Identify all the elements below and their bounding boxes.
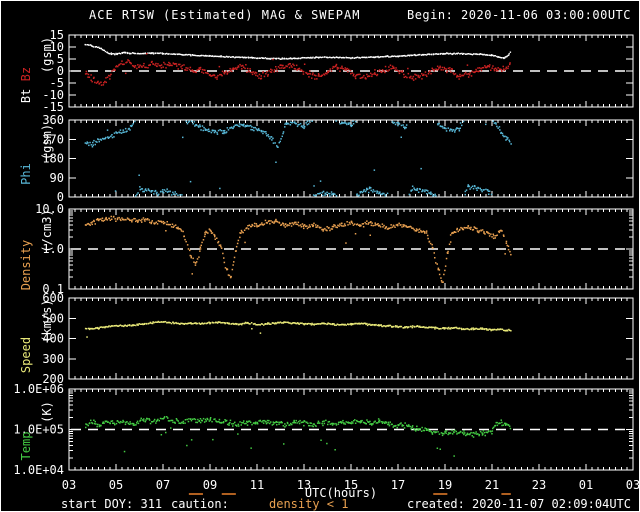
ylabel-phi-unit: (gsm) [40,123,54,160]
footer-created-timestamp: created: 2020-11-07 02:09:04UTC [407,497,631,511]
ylabel-speed-unit: (km/s) [40,298,54,343]
xtick-label: 09 [203,478,217,492]
ytick-label-bt_bz: -10 [42,88,64,102]
ylabel-density: Density [19,240,33,291]
xtick-label: 05 [109,478,123,492]
ytick-label-speed: 600 [42,291,64,305]
ylabel-temp: Temp [19,431,33,460]
ytick-label-density: 10.0 [35,202,64,216]
ylabel-part: Temp [19,431,33,461]
ytick-label-speed: 500 [42,311,64,325]
ytick-label-phi: 270 [42,132,64,146]
ytick-label-speed: 400 [42,332,64,346]
ytick-label-phi: 90 [50,171,64,185]
xtick-label: 17 [391,478,405,492]
ytick-label-phi: 0 [57,190,64,204]
ytick-label-bt_bz: 15 [50,28,64,42]
xtick-label: 01 [579,478,593,492]
ylabel-part: Speed [19,336,33,373]
ylabel-part: Bz [19,67,33,82]
xtick-label: 13 [297,478,311,492]
footer-caution-label: caution: [171,497,229,511]
plot-title: ACE RTSW (Estimated) MAG & SWEPAM [89,8,361,22]
ytick-label-temp: 1.0E+05 [13,423,64,437]
ytick-label-bt_bz: -5 [50,76,64,90]
ytick-label-phi: 360 [42,113,64,127]
ylabel-phi: Phi [19,163,33,185]
ytick-label-speed: 300 [42,352,64,366]
ylabel-part: Density [19,239,33,291]
panel-phi: 360 270 180 90 0 [42,113,634,204]
trace-bz [84,53,511,86]
ytick-label-phi: 180 [42,152,64,166]
trace-phi [84,120,512,197]
xtick-label: 03 [626,478,640,492]
x-axis-tick-labels: 03 05 07 09 11 13 15 17 19 21 23 01 03 [62,478,640,492]
ytick-label-bt_bz: -15 [42,100,64,114]
ylabel-bt_bz-unit: (gsm) [40,37,54,74]
ytick-label-temp: 1.0E+06 [13,382,64,396]
ylabel-temp-unit: (K) [40,400,54,423]
xtick-label: 21 [485,478,499,492]
ytick-label-bt_bz: 0 [57,64,64,78]
ylabel-part: Bt [19,81,33,104]
footer-start-doy: start DOY: 311 [61,497,163,511]
footer-caution-value: density < 1 [269,497,349,511]
panel-temp: 1.0E+06 1.0E+05 1.0E+04 [13,382,634,477]
ytick-label-density: 0.1 [42,282,64,296]
ytick-label-bt_bz: 5 [57,52,64,66]
ylabel-speed: Speed [19,337,33,373]
xtick-label: 19 [438,478,452,492]
xtick-label: 03 [62,478,76,492]
x-axis-title: UTC(hours) [304,486,378,500]
ylabel-density-unit: (/cm3) [40,209,54,254]
caution-markers [188,493,511,495]
panel-density: 10.0 1.0 0.1 [35,202,634,296]
trace-speed [84,320,512,338]
begin-timestamp: Begin: 2020-11-06 03:00:00UTC [406,8,631,22]
trace-bt [84,43,512,60]
ytick-label-speed: 200 [42,372,64,386]
ylabel-bt_bz: Bt Bz [19,67,33,103]
ylabel-part: Phi [19,163,33,185]
xtick-label: 11 [250,478,264,492]
ytick-label-temp: 1.0E+04 [13,463,64,477]
trace-temp [85,416,512,457]
ytick-label-bt_bz: 10 [50,40,64,54]
panel-speed: 600 500 400 300 200 [42,291,634,386]
trace-density [84,215,512,283]
xtick-label: 15 [344,478,358,492]
xtick-label: 07 [156,478,170,492]
ytick-label-density: 1.0 [42,242,64,256]
xtick-label: 23 [532,478,546,492]
